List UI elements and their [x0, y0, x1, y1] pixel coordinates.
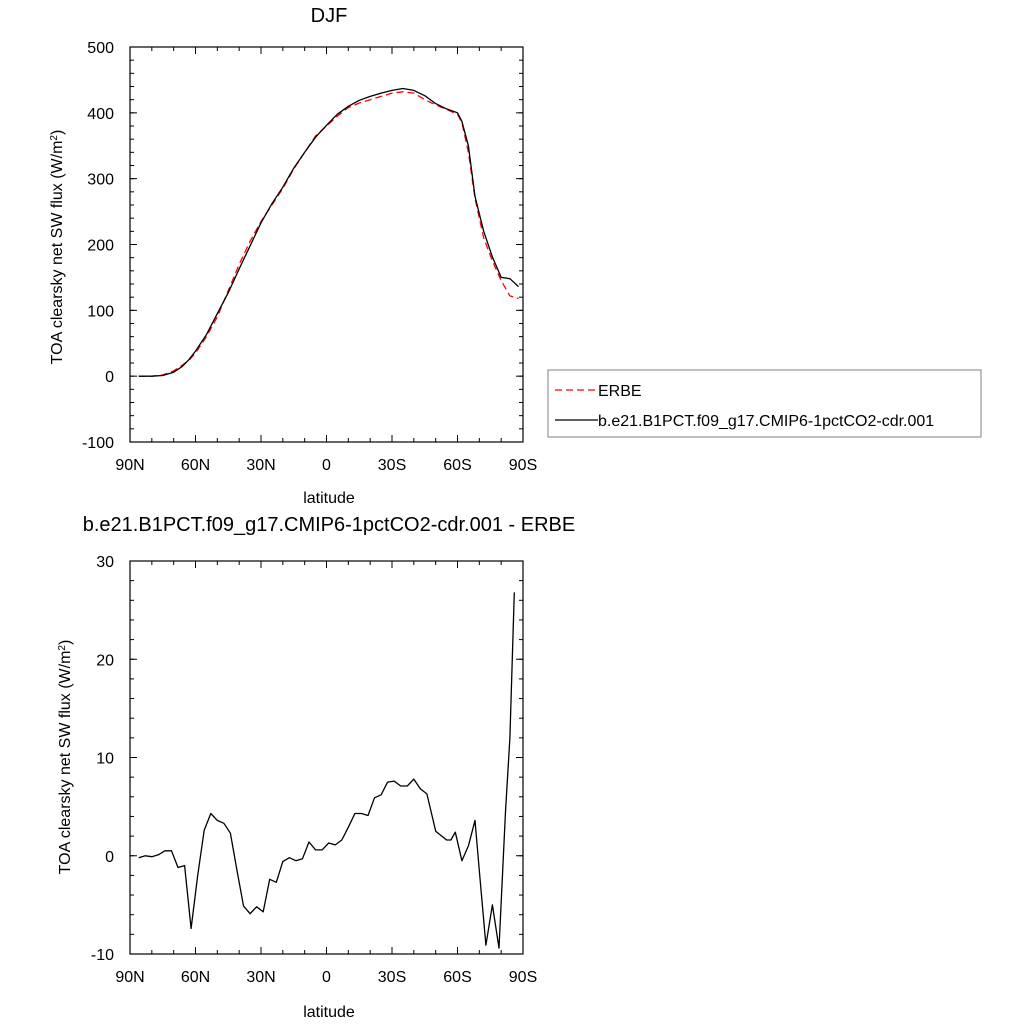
x-tick-label: 60S [443, 457, 471, 474]
y-tick-label: 200 [87, 238, 114, 255]
x-axis-label: latitude [303, 1004, 355, 1021]
y-tick-label: 500 [87, 40, 114, 57]
plot-frame [129, 560, 524, 955]
model-series-line [138, 87, 520, 377]
y-axis-label: TOA clearsky net SW flux (W/m2) [49, 130, 67, 365]
legend: ERBE b.e21.B1PCT.f09_g17.CMIP6-1pctCO2-c… [547, 369, 982, 438]
y-tick-label: -100 [82, 435, 114, 452]
x-tick-label: 30S [378, 457, 406, 474]
y-tick-label: -10 [91, 947, 114, 964]
x-tick-label: 90N [115, 969, 144, 986]
x-tick-label: 30S [378, 969, 406, 986]
x-tick-label: 90S [509, 457, 537, 474]
x-axis: 90N 60N 30N 0 30S 60S 90S [115, 47, 537, 474]
x-tick-label: 30N [246, 969, 275, 986]
djf-flux-chart: DJF 90N 60N 30N 0 30S 60S 90S 500 400 300 200 100 0… [49, 5, 982, 507]
y-tick-label: 400 [87, 106, 114, 123]
y-tick-label: 10 [96, 751, 114, 768]
legend-label-erbe: ERBE [598, 383, 642, 400]
x-axis: 90N 60N 30N 0 30S 60S 90S [115, 561, 537, 986]
y-tick-label: 30 [96, 554, 114, 571]
x-tick-label: 30N [246, 457, 275, 474]
plot-area [138, 592, 515, 949]
y-tick-label: 0 [105, 369, 114, 386]
legend-label-model: b.e21.B1PCT.f09_g17.CMIP6-1pctCO2-cdr.00… [598, 413, 934, 430]
y-axis-label: TOA clearsky net SW flux (W/m2) [57, 640, 75, 875]
plot-frame [129, 46, 524, 443]
x-axis-label: latitude [303, 490, 355, 507]
y-axis: 500 400 300 200 100 0 -100 [82, 40, 523, 452]
x-tick-label: 0 [322, 969, 331, 986]
erbe-series-line [138, 91, 519, 377]
y-tick-label: 100 [87, 303, 114, 320]
x-tick-label: 60S [443, 969, 471, 986]
y-tick-label: 0 [105, 849, 114, 866]
y-axis: 30 20 10 0 -10 [91, 554, 523, 964]
y-tick-label: 300 [87, 172, 114, 189]
x-tick-label: 90S [509, 969, 537, 986]
model-series-line [138, 592, 515, 949]
plot-area [138, 87, 520, 377]
chart-title: b.e21.B1PCT.f09_g17.CMIP6-1pctCO2-cdr.00… [83, 514, 575, 536]
x-tick-label: 90N [115, 457, 144, 474]
legend-box [547, 369, 982, 438]
x-tick-label: 60N [181, 969, 210, 986]
x-tick-label: 0 [322, 457, 331, 474]
chart-title: DJF [311, 5, 348, 27]
y-tick-label: 20 [96, 652, 114, 669]
difference-chart: b.e21.B1PCT.f09_g17.CMIP6-1pctCO2-cdr.00… [57, 514, 576, 1021]
x-tick-label: 60N [181, 457, 210, 474]
